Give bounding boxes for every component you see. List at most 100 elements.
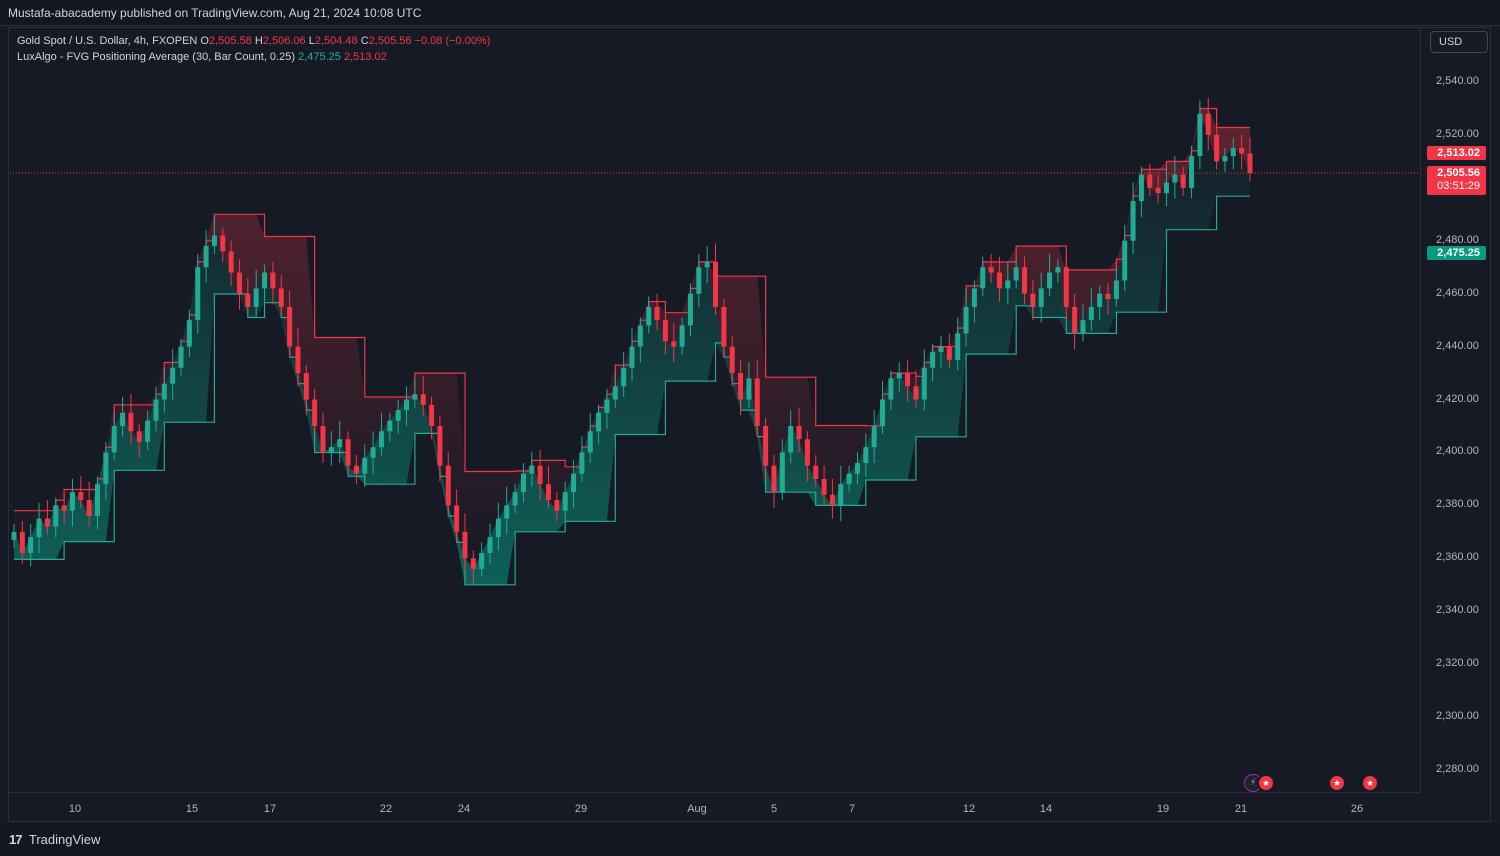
candle[interactable] bbox=[1097, 285, 1103, 321]
candle[interactable] bbox=[28, 523, 34, 567]
candle[interactable] bbox=[838, 465, 844, 522]
candle[interactable] bbox=[646, 296, 652, 334]
candle[interactable] bbox=[988, 254, 994, 284]
candle[interactable] bbox=[1163, 166, 1169, 207]
candle[interactable] bbox=[955, 317, 961, 371]
candle[interactable] bbox=[353, 455, 359, 485]
candle[interactable] bbox=[821, 465, 827, 506]
candle[interactable] bbox=[278, 275, 284, 315]
candle[interactable] bbox=[729, 336, 735, 387]
candle[interactable] bbox=[713, 243, 719, 315]
candle[interactable] bbox=[880, 381, 886, 434]
candle[interactable] bbox=[829, 478, 835, 519]
candle[interactable] bbox=[303, 365, 309, 416]
candle[interactable] bbox=[612, 373, 618, 408]
candle[interactable] bbox=[554, 492, 560, 522]
candle[interactable] bbox=[1055, 259, 1061, 284]
candle[interactable] bbox=[1247, 137, 1253, 182]
candle[interactable] bbox=[262, 264, 268, 302]
tradingview-logo-icon[interactable]: 17 bbox=[9, 832, 23, 847]
candle[interactable] bbox=[86, 481, 92, 527]
candle[interactable] bbox=[186, 309, 192, 358]
candle[interactable] bbox=[312, 388, 318, 434]
candle[interactable] bbox=[195, 254, 201, 334]
candle[interactable] bbox=[512, 484, 518, 514]
candle[interactable] bbox=[479, 542, 485, 577]
candle[interactable] bbox=[1180, 166, 1186, 196]
candle[interactable] bbox=[654, 293, 660, 331]
candle[interactable] bbox=[579, 436, 585, 482]
candle[interactable] bbox=[1205, 97, 1211, 151]
candle[interactable] bbox=[746, 362, 752, 408]
candle[interactable] bbox=[1013, 259, 1019, 289]
candle[interactable] bbox=[320, 412, 326, 464]
candle[interactable] bbox=[813, 455, 819, 487]
price-axis[interactable]: 2,540.00 2,520.00 2,480.00 2,460.00 2,440.00… bbox=[1420, 27, 1493, 792]
candle[interactable] bbox=[687, 283, 693, 337]
candle[interactable] bbox=[395, 399, 401, 434]
candle[interactable] bbox=[930, 343, 936, 382]
candle[interactable] bbox=[1088, 288, 1094, 331]
candle[interactable] bbox=[520, 463, 526, 503]
candle[interactable] bbox=[571, 460, 577, 509]
candle[interactable] bbox=[537, 449, 543, 501]
candle[interactable] bbox=[1113, 267, 1119, 307]
candle[interactable] bbox=[178, 338, 184, 376]
candle[interactable] bbox=[487, 523, 493, 564]
candle[interactable] bbox=[1172, 156, 1178, 199]
candle[interactable] bbox=[36, 502, 42, 554]
candle[interactable] bbox=[679, 317, 685, 355]
candle[interactable] bbox=[328, 431, 334, 466]
candle[interactable] bbox=[370, 431, 376, 474]
candle[interactable] bbox=[662, 304, 668, 355]
candle[interactable] bbox=[562, 481, 568, 524]
candle[interactable] bbox=[1080, 304, 1086, 342]
candle[interactable] bbox=[362, 444, 368, 487]
candle[interactable] bbox=[854, 452, 860, 485]
candle[interactable] bbox=[287, 291, 293, 358]
candle[interactable] bbox=[44, 500, 50, 535]
candle[interactable] bbox=[19, 521, 25, 564]
candle[interactable] bbox=[1189, 145, 1195, 199]
candle[interactable] bbox=[1063, 256, 1069, 321]
candle[interactable] bbox=[95, 476, 101, 530]
candle[interactable] bbox=[1122, 224, 1128, 292]
candle[interactable] bbox=[738, 359, 744, 416]
candle[interactable] bbox=[11, 523, 17, 548]
candle[interactable] bbox=[896, 362, 902, 392]
candle[interactable] bbox=[337, 420, 343, 464]
candle[interactable] bbox=[153, 386, 159, 432]
candle[interactable] bbox=[295, 328, 301, 387]
candle[interactable] bbox=[587, 412, 593, 464]
candle[interactable] bbox=[420, 375, 426, 416]
candle[interactable] bbox=[629, 328, 635, 382]
candle[interactable] bbox=[345, 431, 351, 474]
candle[interactable] bbox=[905, 359, 911, 403]
candle[interactable] bbox=[721, 298, 727, 358]
candle[interactable] bbox=[211, 216, 217, 254]
candle[interactable] bbox=[1155, 174, 1161, 204]
candle[interactable] bbox=[637, 317, 643, 363]
candle[interactable] bbox=[671, 322, 677, 363]
candle[interactable] bbox=[470, 550, 476, 585]
candle[interactable] bbox=[1105, 283, 1111, 315]
candle[interactable] bbox=[963, 288, 969, 347]
candle[interactable] bbox=[412, 378, 418, 408]
candle[interactable] bbox=[863, 433, 869, 477]
candle[interactable] bbox=[871, 410, 877, 464]
candle[interactable] bbox=[696, 254, 702, 307]
candle[interactable] bbox=[203, 230, 209, 284]
candle[interactable] bbox=[495, 502, 501, 551]
candle[interactable] bbox=[545, 465, 551, 509]
brand-name[interactable]: TradingView bbox=[28, 832, 101, 847]
candle[interactable] bbox=[1138, 166, 1144, 217]
candle[interactable] bbox=[921, 349, 927, 411]
candle[interactable] bbox=[253, 269, 259, 318]
candle[interactable] bbox=[1072, 293, 1078, 350]
candle[interactable] bbox=[804, 431, 810, 482]
candle[interactable] bbox=[771, 455, 777, 509]
us-flag-icon[interactable]: ★ bbox=[1361, 774, 1379, 792]
candle[interactable] bbox=[445, 452, 451, 514]
candle[interactable] bbox=[1147, 164, 1153, 196]
